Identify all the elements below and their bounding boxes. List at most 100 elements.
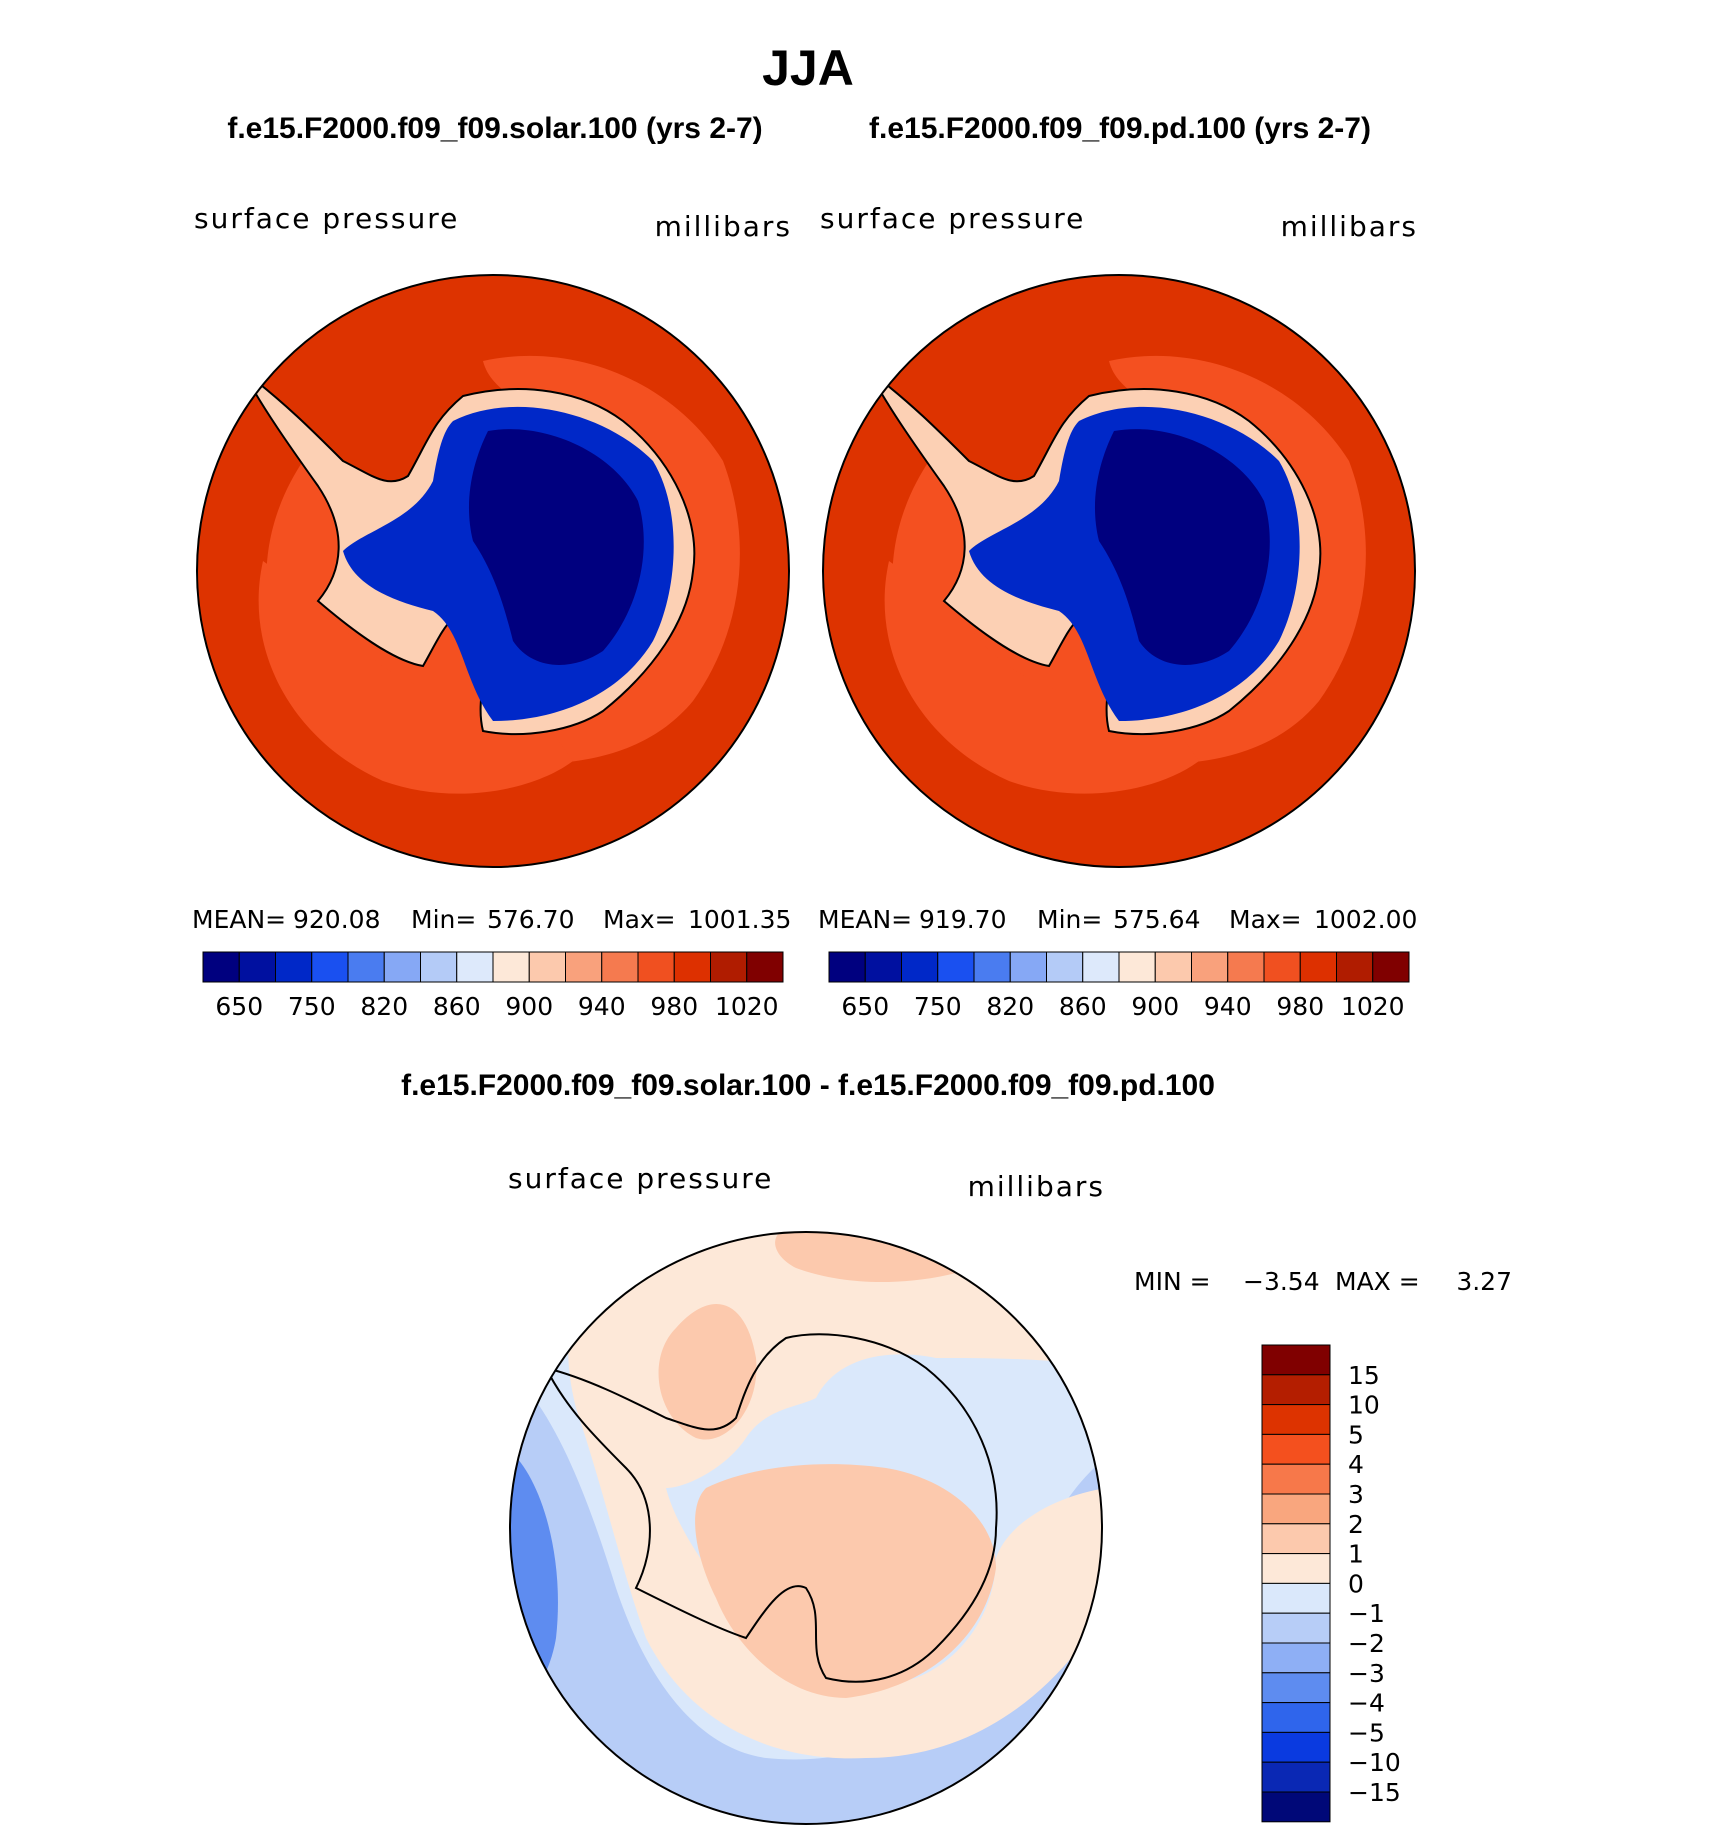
colorbar-tick-label: 10 [1348,1391,1380,1420]
stats-line: MIN = −3.54 MAX = 3.27 [1134,1267,1512,1296]
colorbar-swatch [456,951,494,983]
mean-value: 919.70 [919,905,1006,934]
max-value: 3.27 [1456,1267,1512,1296]
colorbar-swatch [637,951,675,983]
colorbar-tick-label: 1020 [1341,992,1405,1021]
colorbar-swatch [1261,1374,1331,1406]
colorbar-swatch [1263,951,1301,983]
colorbar: 650 750 820 860 900 940 980 1020 [828,951,1410,1021]
colorbar-swatch [973,951,1011,983]
colorbar-tick-label: 940 [1204,992,1252,1021]
min-value: 575.64 [1113,905,1200,934]
colorbar-swatch [347,951,385,983]
colorbar-tick-label: 5 [1348,1420,1364,1449]
colorbar-tick-label: 15 [1348,1361,1380,1390]
panel-pd: f.e15.F2000.f09_f09.pd.100 (yrs 2-7) sur… [818,112,1418,1021]
colorbar-swatch [1261,1761,1331,1793]
min-label: Min= [411,905,476,934]
colorbar-tick-label: −3 [1348,1659,1385,1688]
colorbar-tick-label: 820 [986,992,1034,1021]
right-label: millibars [968,1170,1105,1203]
colorbar-swatch [1261,1463,1331,1495]
left-label: surface pressure [508,1162,773,1195]
colorbar-tick-label: 900 [1131,992,1179,1021]
colorbar-swatch [238,951,276,983]
antarctica [242,370,696,736]
colorbar-swatch [565,951,603,983]
colorbar-tick-label: −10 [1348,1748,1401,1777]
colorbar-tick-label: 650 [841,992,889,1021]
colorbar-swatch [1261,1433,1331,1465]
colorbar-swatch [1336,951,1374,983]
colorbar-tick-label: 980 [650,992,698,1021]
stats-line: MEAN= 919.70 Min= 575.64 Max= 1002.00 [818,905,1417,934]
colorbar-swatch [937,951,975,983]
colorbar-tick-label: 750 [288,992,336,1021]
max-value: 1001.35 [688,905,791,934]
colorbar-swatch [673,951,711,983]
colorbar-tick-label: 980 [1276,992,1324,1021]
colorbar-swatch [1261,1791,1331,1823]
map-boundary [822,274,1416,868]
colorbar-swatch [1261,1523,1331,1555]
colorbar-swatch [1191,951,1229,983]
colorbar-tick-label: 750 [914,992,962,1021]
colorbar-swatch [492,951,530,983]
colorbar-swatch [1261,1582,1331,1614]
colorbar-swatch [275,951,313,983]
colorbar-swatch [828,951,866,983]
min-value: −3.54 [1243,1267,1320,1296]
colorbar-swatch [746,951,784,983]
interior-low [468,429,644,665]
colorbar-swatch [1154,951,1192,983]
colorbar-swatch [1299,951,1337,983]
left-label: surface pressure [820,202,1085,235]
colorbar-swatch [383,951,421,983]
colorbar-tick-label: 900 [505,992,553,1021]
interior-low [1094,429,1270,665]
colorbar-tick-label: 820 [360,992,408,1021]
panel-title: f.e15.F2000.f09_f09.pd.100 (yrs 2-7) [869,112,1371,145]
field-positive [775,1232,956,1283]
colorbar-swatch [1261,1404,1331,1435]
antarctica [544,1333,998,1683]
colorbar-tick-label: 650 [215,992,263,1021]
colorbar-tick-label: 3 [1348,1480,1364,1509]
colorbar-tick-label: −2 [1348,1629,1385,1658]
ocean-contour-band [884,561,1199,794]
right-label: millibars [655,210,792,243]
colorbar-swatch [1261,1642,1331,1674]
stats-line: MEAN= 920.08 Min= 576.70 Max= 1001.35 [192,905,791,934]
min-label: MIN = [1134,1267,1211,1296]
polar-map [822,274,1416,868]
max-label: MAX = [1335,1267,1420,1296]
colorbar-swatch [1261,1344,1331,1376]
continent-outline [544,1333,998,1683]
colorbar-swatch [1227,951,1265,983]
panel-difference: f.e15.F2000.f09_f09.solar.100 - f.e15.F2… [401,1069,1512,1825]
mean-label: MEAN= [192,905,286,934]
colorbar-tick-label: 1 [1348,1540,1364,1569]
field-positive [658,1304,757,1440]
right-label: millibars [1281,210,1418,243]
polar-map [509,1231,1103,1825]
colorbar-swatch [202,951,240,983]
colorbar-swatch [864,951,902,983]
min-value: 576.70 [487,905,574,934]
colorbar-swatch [1009,951,1047,983]
colorbar-swatch [311,951,349,983]
colorbar-swatch [1261,1553,1331,1584]
colorbar-swatch [420,951,458,983]
colorbar-swatch [1118,951,1156,983]
colorbar-tick-label: −15 [1348,1778,1401,1807]
colorbar-swatch [1372,951,1410,983]
colorbar-swatch [528,951,566,983]
colorbar-swatch [1261,1672,1331,1704]
mean-label: MEAN= [818,905,912,934]
left-label: surface pressure [194,202,459,235]
panel-solar: f.e15.F2000.f09_f09.solar.100 (yrs 2-7) … [192,112,792,1021]
colorbar-tick-label: −1 [1348,1599,1385,1628]
colorbar-swatch [710,951,748,983]
colorbar-tick-label: 860 [1059,992,1107,1021]
difference-title: f.e15.F2000.f09_f09.solar.100 - f.e15.F2… [401,1069,1215,1102]
